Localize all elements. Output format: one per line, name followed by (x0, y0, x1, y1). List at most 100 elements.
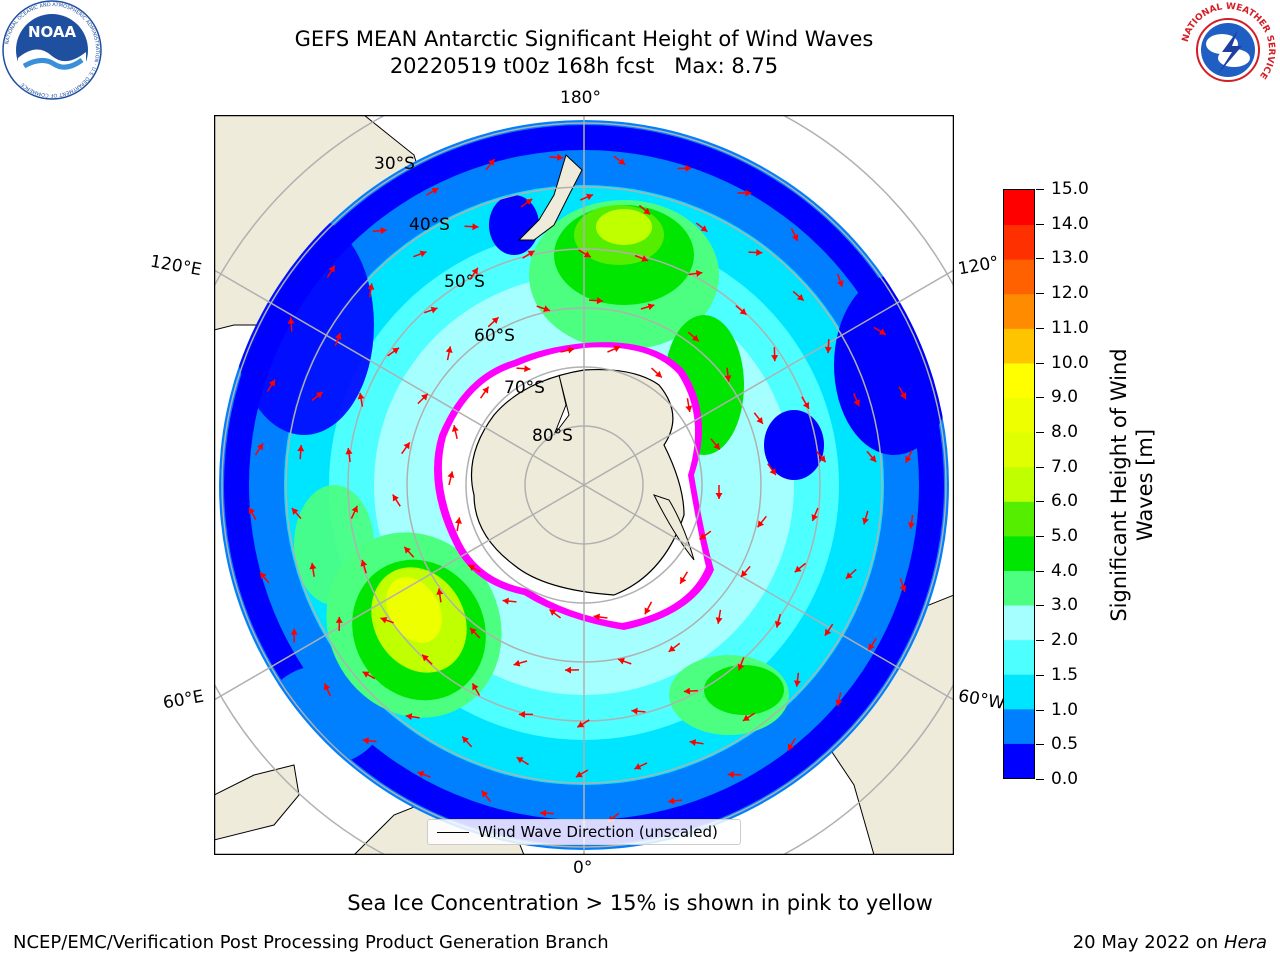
wave-direction-arrow (357, 392, 365, 407)
wave-direction-arrow (309, 562, 317, 577)
wave-direction-arrow (481, 790, 492, 802)
footer-host: Hera (1223, 932, 1267, 953)
colorbar-tick-label: 4.0 (1051, 560, 1079, 581)
wave-direction-arrow (513, 659, 528, 667)
wave-direction-arrow (740, 565, 751, 578)
wave-direction-arrow (417, 770, 431, 778)
wave-direction-arrow (323, 683, 332, 697)
wind-wave-arrows (248, 153, 915, 823)
wave-direction-arrow (392, 494, 401, 507)
wave-direction-arrow (445, 346, 453, 361)
colorbar-tick-mark (1036, 744, 1044, 746)
colorbar-tick-label: 0.5 (1051, 734, 1079, 755)
colorbar-tick-mark (1036, 536, 1044, 538)
colorbar-tick-label: 15.0 (1051, 179, 1089, 199)
footer-timestamp: 20 May 2022 on Hera (1073, 932, 1267, 953)
colorbar-tick-mark (1036, 779, 1044, 780)
wave-direction-arrow (548, 608, 562, 619)
wave-direction-arrow (469, 267, 479, 280)
wave-direction-arrow (737, 189, 752, 197)
map-legend: Wind Wave Direction (unscaled) (427, 819, 741, 845)
colorbar-segment (1004, 501, 1034, 537)
wave-direction-arrow (737, 657, 745, 671)
wave-direction-arrow (898, 386, 907, 400)
wave-direction-arrow (793, 672, 801, 687)
wave-direction-arrow (479, 386, 490, 399)
wave-direction-arrow (845, 568, 857, 580)
colorbar-title-line-1: Significant Height of Wind (1107, 348, 1131, 622)
wave-direction-arrow (424, 306, 438, 314)
colorbar-tick-label: 12.0 (1051, 283, 1089, 304)
colorbar-tick-label: 6.0 (1051, 491, 1079, 512)
wave-direction-arrow (367, 283, 375, 298)
colorbar-tick-mark (1036, 570, 1044, 572)
colorbar-segment (1004, 362, 1034, 399)
colorbar-tick-mark (1036, 605, 1044, 607)
latitude-labels: 30°S 40°S 50°S 60°S 70°S 80°S (374, 154, 573, 446)
wave-direction-arrow (688, 269, 703, 277)
wave-direction-arrow (748, 249, 763, 257)
wave-direction-arrow (824, 623, 834, 637)
wave-direction-arrow (742, 712, 756, 722)
wave-direction-arrow (787, 738, 796, 751)
colorbar-tick-mark (1036, 362, 1044, 364)
wave-direction-arrow (469, 627, 481, 639)
wave-direction-arrow (757, 515, 767, 528)
wave-direction-arrow (677, 164, 692, 172)
wave-direction-arrow (767, 463, 777, 476)
lon-label-120e: 120°E (148, 251, 204, 281)
ross-ice-shelf (553, 374, 570, 436)
lon-label-60w: 60°W (956, 686, 1007, 714)
wave-direction-arrow (689, 739, 704, 747)
colorbar-tick-mark (1036, 501, 1044, 503)
colorbar-segment (1004, 397, 1034, 433)
colorbar-tick-label: 8.0 (1051, 421, 1079, 442)
wave-direction-arrow (724, 367, 732, 382)
wave-direction-arrow (634, 254, 649, 262)
wave-direction-arrow (421, 654, 433, 665)
map-svg: 30°S 40°S 50°S 60°S 70°S 80°S (214, 115, 954, 855)
wave-direction-arrow (362, 737, 377, 745)
wave-direction-arrow (425, 187, 439, 196)
colorbar-tick-label: 9.0 (1051, 387, 1079, 408)
wave-direction-arrow (266, 379, 276, 392)
wave-direction-arrow (345, 447, 353, 463)
wave-direction-arrow (403, 546, 415, 558)
legend-line-sample (437, 832, 469, 833)
wave-direction-arrow (297, 445, 305, 460)
colorbar-segment (1004, 432, 1034, 468)
colorbar-tick-label: 11.0 (1051, 317, 1089, 338)
wave-direction-arrow (607, 345, 621, 353)
lon-label-0: 0° (573, 858, 593, 878)
wave-direction-arrow (644, 601, 653, 615)
wave-direction-arrow (771, 347, 779, 362)
wave-direction-arrow (668, 797, 683, 805)
colorbar-segment (1004, 639, 1034, 675)
colorbar-segment (1004, 605, 1034, 641)
colorbar-tick-label: 1.5 (1051, 664, 1079, 685)
wave-direction-arrow (790, 228, 799, 242)
colorbar-tick-mark (1036, 223, 1044, 225)
lat-label-50s: 50°S (444, 272, 485, 292)
colorbar-segment (1004, 708, 1034, 744)
wave-direction-arrow (899, 578, 907, 593)
wave-direction-arrow (326, 265, 336, 278)
colorbar-tick-label: 0.0 (1051, 769, 1079, 789)
colorbar-tick-label: 5.0 (1051, 526, 1079, 547)
wave-direction-arrow (579, 193, 594, 201)
wave-direction-arrow (578, 249, 592, 258)
noaa-logo: NOAA NATIONAL OCEANIC AND ATMOSPHERIC AD… (2, 0, 102, 100)
footer-date: 20 May 2022 on (1072, 932, 1224, 953)
wave-direction-arrow (735, 305, 748, 316)
title-line-1: GEFS MEAN Antarctic Significant Height o… (294, 27, 874, 51)
wave-direction-arrow (794, 562, 807, 573)
wave-direction-arrow (792, 290, 805, 302)
wave-direction-arrow (593, 613, 608, 621)
colorbar-tick-mark (1036, 674, 1044, 676)
colorbar-segment (1004, 743, 1034, 778)
wave-direction-arrow (816, 450, 827, 463)
colorbar-tick-label: 7.0 (1051, 456, 1079, 477)
wave-direction-arrow (487, 316, 500, 328)
colorbar-svg (1004, 190, 1034, 778)
wave-direction-arrow (699, 530, 712, 540)
